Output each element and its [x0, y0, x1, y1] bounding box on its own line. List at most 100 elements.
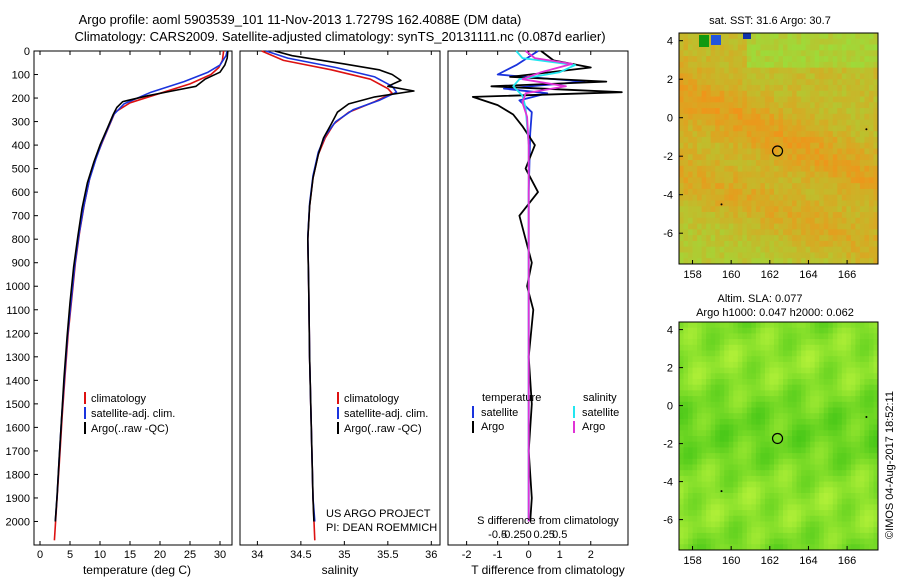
- map-cell: [679, 413, 684, 420]
- map-cell: [873, 194, 879, 201]
- map-cell: [746, 322, 752, 329]
- map-cell: [760, 390, 766, 397]
- map-cell: [742, 327, 748, 334]
- map-cell: [778, 515, 784, 522]
- map-cell: [859, 350, 865, 357]
- map-cell: [728, 458, 734, 465]
- map-cell: [792, 532, 797, 539]
- map-cell: [746, 475, 752, 482]
- map-cell: [787, 229, 793, 236]
- map-cell: [864, 515, 870, 522]
- map-cell: [697, 177, 703, 184]
- map-cell: [850, 119, 856, 126]
- map-cell: [778, 136, 784, 144]
- map-cell: [873, 200, 879, 207]
- map-cell: [710, 136, 716, 144]
- map-cell: [755, 532, 761, 539]
- map-cell: [755, 521, 761, 528]
- map-cell: [805, 44, 811, 51]
- map-cell: [841, 458, 847, 465]
- map-cell: [715, 50, 721, 57]
- map-cell: [706, 183, 712, 190]
- map-cell: [814, 487, 820, 494]
- map-cell: [755, 246, 761, 253]
- map-cell: [751, 481, 757, 488]
- map-cell: [859, 447, 865, 454]
- map-cell: [805, 148, 811, 155]
- map-cell: [850, 61, 856, 69]
- map-cell: [787, 148, 793, 155]
- map-cell: [801, 407, 807, 414]
- map-cell: [715, 177, 721, 184]
- map-cell: [733, 436, 739, 443]
- map-cell: [873, 131, 879, 138]
- map-cell: [692, 194, 698, 201]
- map-cell: [688, 50, 693, 57]
- map-cell: [737, 206, 743, 213]
- map-cell: [819, 356, 825, 363]
- map-cell: [805, 217, 811, 224]
- map-cell: [719, 90, 725, 97]
- map-cell: [855, 470, 861, 477]
- map-cell: [755, 413, 761, 420]
- map-cell: [715, 90, 721, 97]
- map-cell: [697, 413, 703, 420]
- map-cell: [710, 367, 716, 374]
- map-cell: [846, 413, 852, 420]
- map-cell: [873, 475, 879, 482]
- map-cell: [823, 510, 829, 517]
- map-cell: [846, 50, 852, 57]
- map-cell: [846, 373, 852, 380]
- map-cell: [796, 258, 802, 265]
- map-cell: [864, 436, 870, 443]
- map-cell: [769, 235, 775, 242]
- map-cell: [742, 515, 748, 522]
- map-cell: [679, 538, 684, 545]
- map-cell: [701, 373, 707, 380]
- map-cell: [832, 447, 838, 454]
- map-cell: [846, 356, 852, 363]
- map-cell: [828, 453, 834, 460]
- map-cell: [810, 217, 816, 224]
- map-cell: [760, 544, 766, 551]
- map-cell: [819, 229, 825, 236]
- y-tick-label: 900: [12, 258, 30, 270]
- map-cell: [787, 510, 793, 517]
- map-cell: [737, 240, 743, 248]
- map-cell: [719, 217, 725, 224]
- map-cell: [837, 510, 843, 517]
- map-cell: [706, 407, 712, 414]
- map-cell: [733, 200, 739, 207]
- map-cell: [832, 44, 838, 51]
- map-cell: [796, 96, 802, 103]
- map-cell: [719, 390, 725, 397]
- map-cell: [837, 67, 843, 74]
- map-cell: [846, 96, 852, 103]
- map-cell: [728, 504, 734, 511]
- map-cell: [837, 136, 843, 144]
- map-cell: [706, 418, 712, 425]
- map-cell: [679, 206, 684, 213]
- map-cell: [792, 333, 797, 340]
- map-cell: [832, 356, 838, 363]
- x-tick-label: 162: [761, 555, 779, 567]
- map-cell: [764, 90, 770, 97]
- map-cell: [733, 322, 739, 329]
- map-cell: [810, 131, 816, 138]
- map-cell: [701, 142, 707, 149]
- map-cell: [801, 136, 807, 144]
- map-cell: [706, 396, 712, 403]
- map-cell: [764, 361, 770, 368]
- map-cell: [796, 177, 802, 184]
- map-cell: [751, 350, 757, 357]
- map-cell: [728, 424, 734, 431]
- map-cell: [769, 373, 775, 380]
- map-cell: [773, 125, 779, 132]
- map-cell: [737, 188, 743, 196]
- x-tick-label: 34: [251, 549, 263, 561]
- map-cell: [801, 481, 807, 488]
- map-cell: [805, 125, 811, 132]
- map-cell: [805, 73, 811, 80]
- map-cell: [792, 194, 797, 201]
- map-cell: [755, 430, 761, 437]
